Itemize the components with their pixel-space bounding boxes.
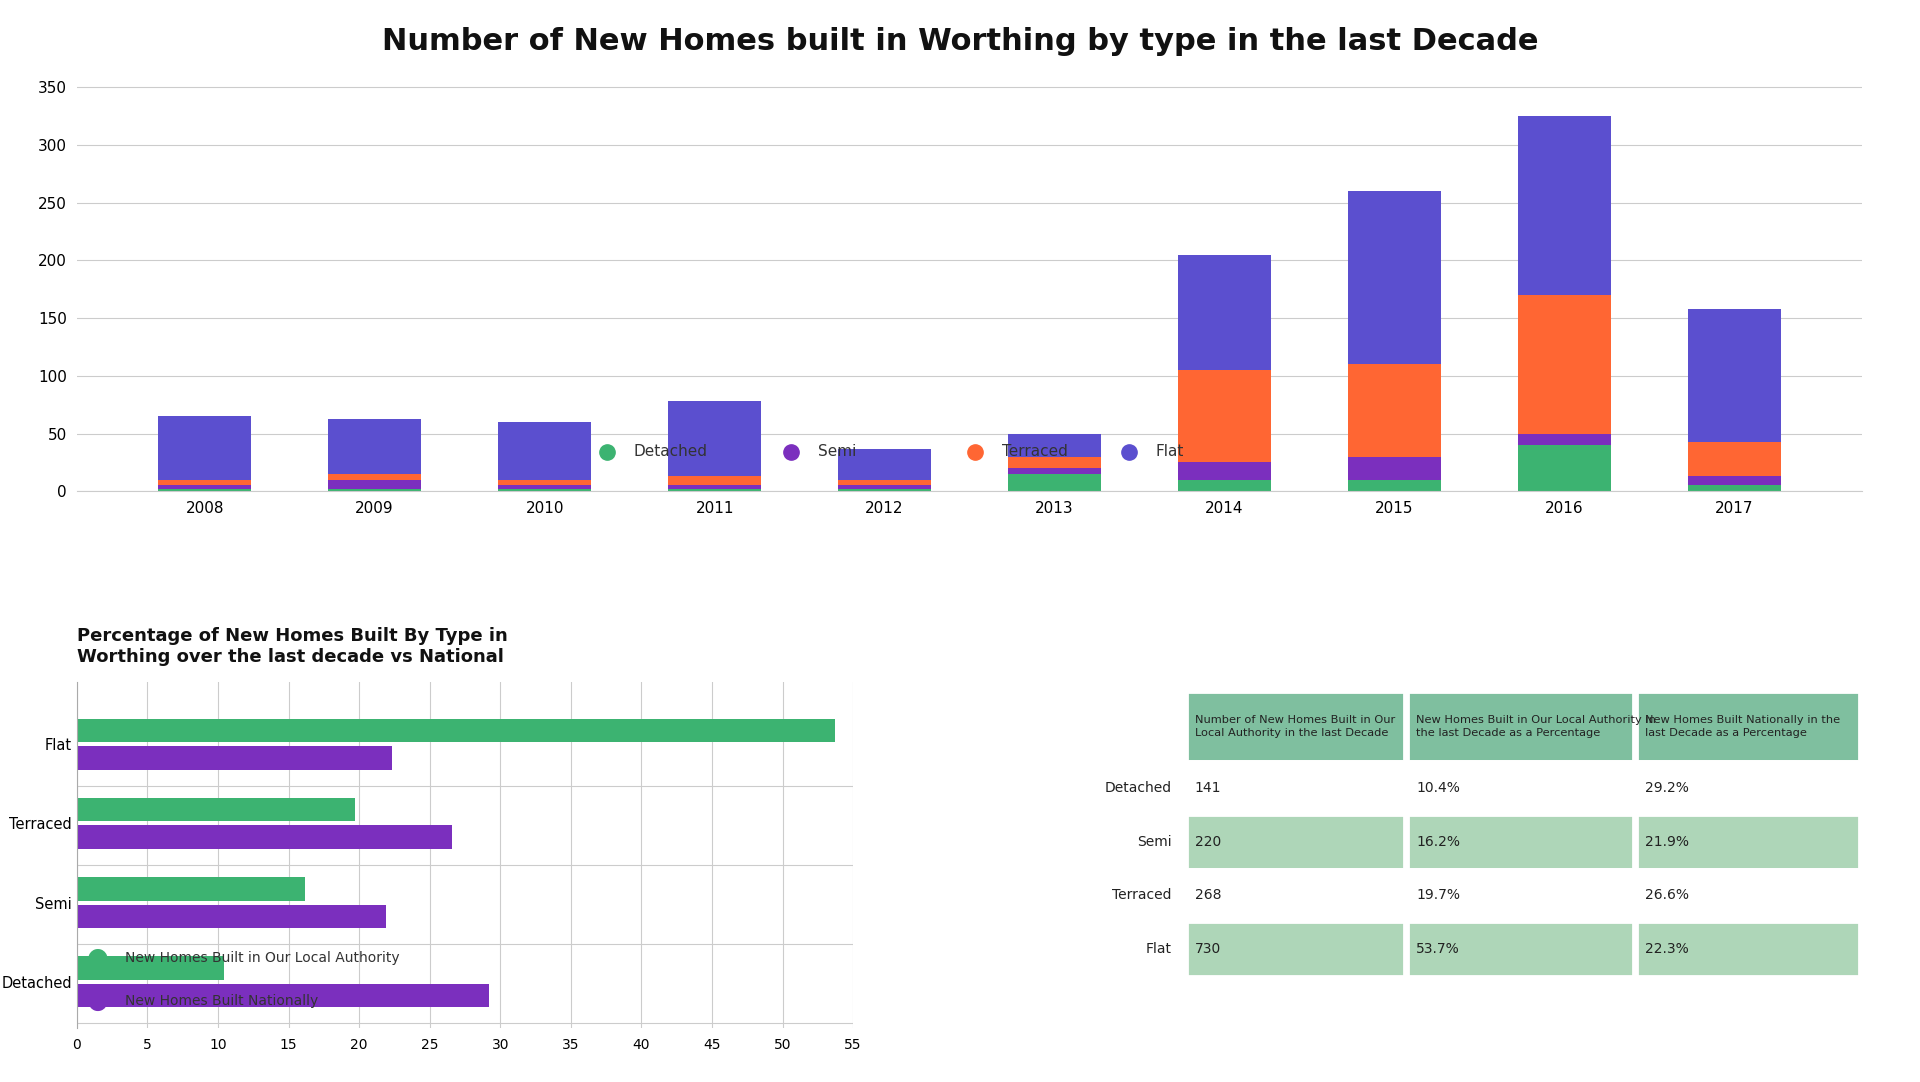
- Text: 21.9%: 21.9%: [1645, 835, 1690, 848]
- Bar: [1688, 476, 1782, 486]
- Text: 268: 268: [1194, 888, 1221, 902]
- FancyBboxPatch shape: [1638, 692, 1859, 762]
- FancyBboxPatch shape: [1407, 762, 1634, 815]
- Bar: [77, 747, 392, 770]
- Text: Terraced: Terraced: [1112, 888, 1171, 902]
- Bar: [77, 905, 386, 928]
- Bar: [77, 956, 223, 980]
- Bar: [1519, 434, 1611, 445]
- FancyBboxPatch shape: [1187, 815, 1404, 869]
- FancyBboxPatch shape: [1638, 815, 1859, 869]
- Text: 22.3%: 22.3%: [1645, 942, 1690, 956]
- Bar: [497, 479, 591, 486]
- FancyBboxPatch shape: [1187, 762, 1404, 815]
- Bar: [1177, 462, 1271, 479]
- Text: 730: 730: [1194, 942, 1221, 956]
- Text: 26.6%: 26.6%: [1645, 888, 1690, 902]
- Bar: [77, 797, 355, 821]
- Text: Flat: Flat: [1146, 942, 1171, 956]
- Bar: [497, 489, 591, 491]
- Text: 19.7%: 19.7%: [1417, 888, 1459, 902]
- Bar: [1177, 479, 1271, 491]
- Bar: [1688, 308, 1782, 441]
- Bar: [1688, 486, 1782, 491]
- Text: 10.4%: 10.4%: [1417, 781, 1459, 795]
- FancyBboxPatch shape: [1187, 922, 1404, 976]
- Text: 141: 141: [1194, 781, 1221, 795]
- Text: Terraced: Terraced: [1002, 445, 1068, 459]
- Bar: [1008, 434, 1102, 457]
- Text: New Homes Built in Our Local Authority in
the last Decade as a Percentage: New Homes Built in Our Local Authority i…: [1417, 715, 1655, 738]
- Text: Flat: Flat: [1156, 445, 1185, 459]
- Bar: [837, 486, 931, 489]
- Text: Detached: Detached: [634, 445, 708, 459]
- FancyBboxPatch shape: [1638, 762, 1859, 815]
- Bar: [77, 876, 305, 900]
- Text: ●: ●: [86, 946, 108, 969]
- FancyBboxPatch shape: [1187, 692, 1404, 762]
- Bar: [1519, 295, 1611, 434]
- Bar: [77, 984, 490, 1007]
- FancyBboxPatch shape: [1407, 869, 1634, 922]
- Bar: [497, 422, 591, 479]
- Bar: [1008, 474, 1102, 491]
- Text: ●: ●: [86, 989, 108, 1013]
- Bar: [1008, 457, 1102, 469]
- Bar: [328, 419, 420, 474]
- Text: Detached: Detached: [1104, 781, 1171, 795]
- Text: 53.7%: 53.7%: [1417, 942, 1459, 956]
- Bar: [668, 489, 762, 491]
- Bar: [668, 476, 762, 486]
- Bar: [328, 489, 420, 491]
- Bar: [1348, 192, 1442, 365]
- Bar: [157, 486, 252, 489]
- FancyBboxPatch shape: [1187, 869, 1404, 922]
- FancyBboxPatch shape: [1407, 692, 1634, 762]
- FancyBboxPatch shape: [1638, 922, 1859, 976]
- Bar: [157, 417, 252, 479]
- Text: Percentage of New Homes Built By Type in
Worthing over the last decade vs Nation: Percentage of New Homes Built By Type in…: [77, 628, 507, 667]
- Text: New Homes Built Nationally in the
last Decade as a Percentage: New Homes Built Nationally in the last D…: [1645, 715, 1839, 738]
- Bar: [77, 718, 835, 742]
- FancyBboxPatch shape: [1407, 815, 1634, 869]
- Bar: [1348, 365, 1442, 457]
- Bar: [1519, 445, 1611, 491]
- Bar: [837, 479, 931, 486]
- Text: New Homes Built Nationally: New Homes Built Nationally: [125, 994, 319, 1007]
- Bar: [77, 826, 453, 849]
- Bar: [668, 486, 762, 489]
- Bar: [157, 479, 252, 486]
- Text: Semi: Semi: [818, 445, 856, 459]
- FancyBboxPatch shape: [1638, 869, 1859, 922]
- FancyBboxPatch shape: [1407, 922, 1634, 976]
- Text: Semi: Semi: [1137, 835, 1171, 848]
- Text: 220: 220: [1194, 835, 1221, 848]
- Text: Number of New Homes built in Worthing by type in the last Decade: Number of New Homes built in Worthing by…: [382, 27, 1538, 56]
- Text: 16.2%: 16.2%: [1417, 835, 1459, 848]
- Bar: [1688, 441, 1782, 476]
- Text: Number of New Homes Built in Our
Local Authority in the last Decade: Number of New Homes Built in Our Local A…: [1194, 715, 1396, 738]
- Bar: [1348, 479, 1442, 491]
- Bar: [1177, 370, 1271, 462]
- Bar: [328, 474, 420, 479]
- Bar: [157, 489, 252, 491]
- Bar: [1519, 116, 1611, 295]
- Bar: [497, 486, 591, 489]
- Bar: [1348, 457, 1442, 479]
- Bar: [328, 479, 420, 489]
- Bar: [837, 449, 931, 479]
- Bar: [1177, 254, 1271, 370]
- Bar: [837, 489, 931, 491]
- Text: 29.2%: 29.2%: [1645, 781, 1690, 795]
- Bar: [1008, 469, 1102, 474]
- Text: New Homes Built in Our Local Authority: New Homes Built in Our Local Authority: [125, 951, 399, 964]
- Bar: [668, 401, 762, 476]
